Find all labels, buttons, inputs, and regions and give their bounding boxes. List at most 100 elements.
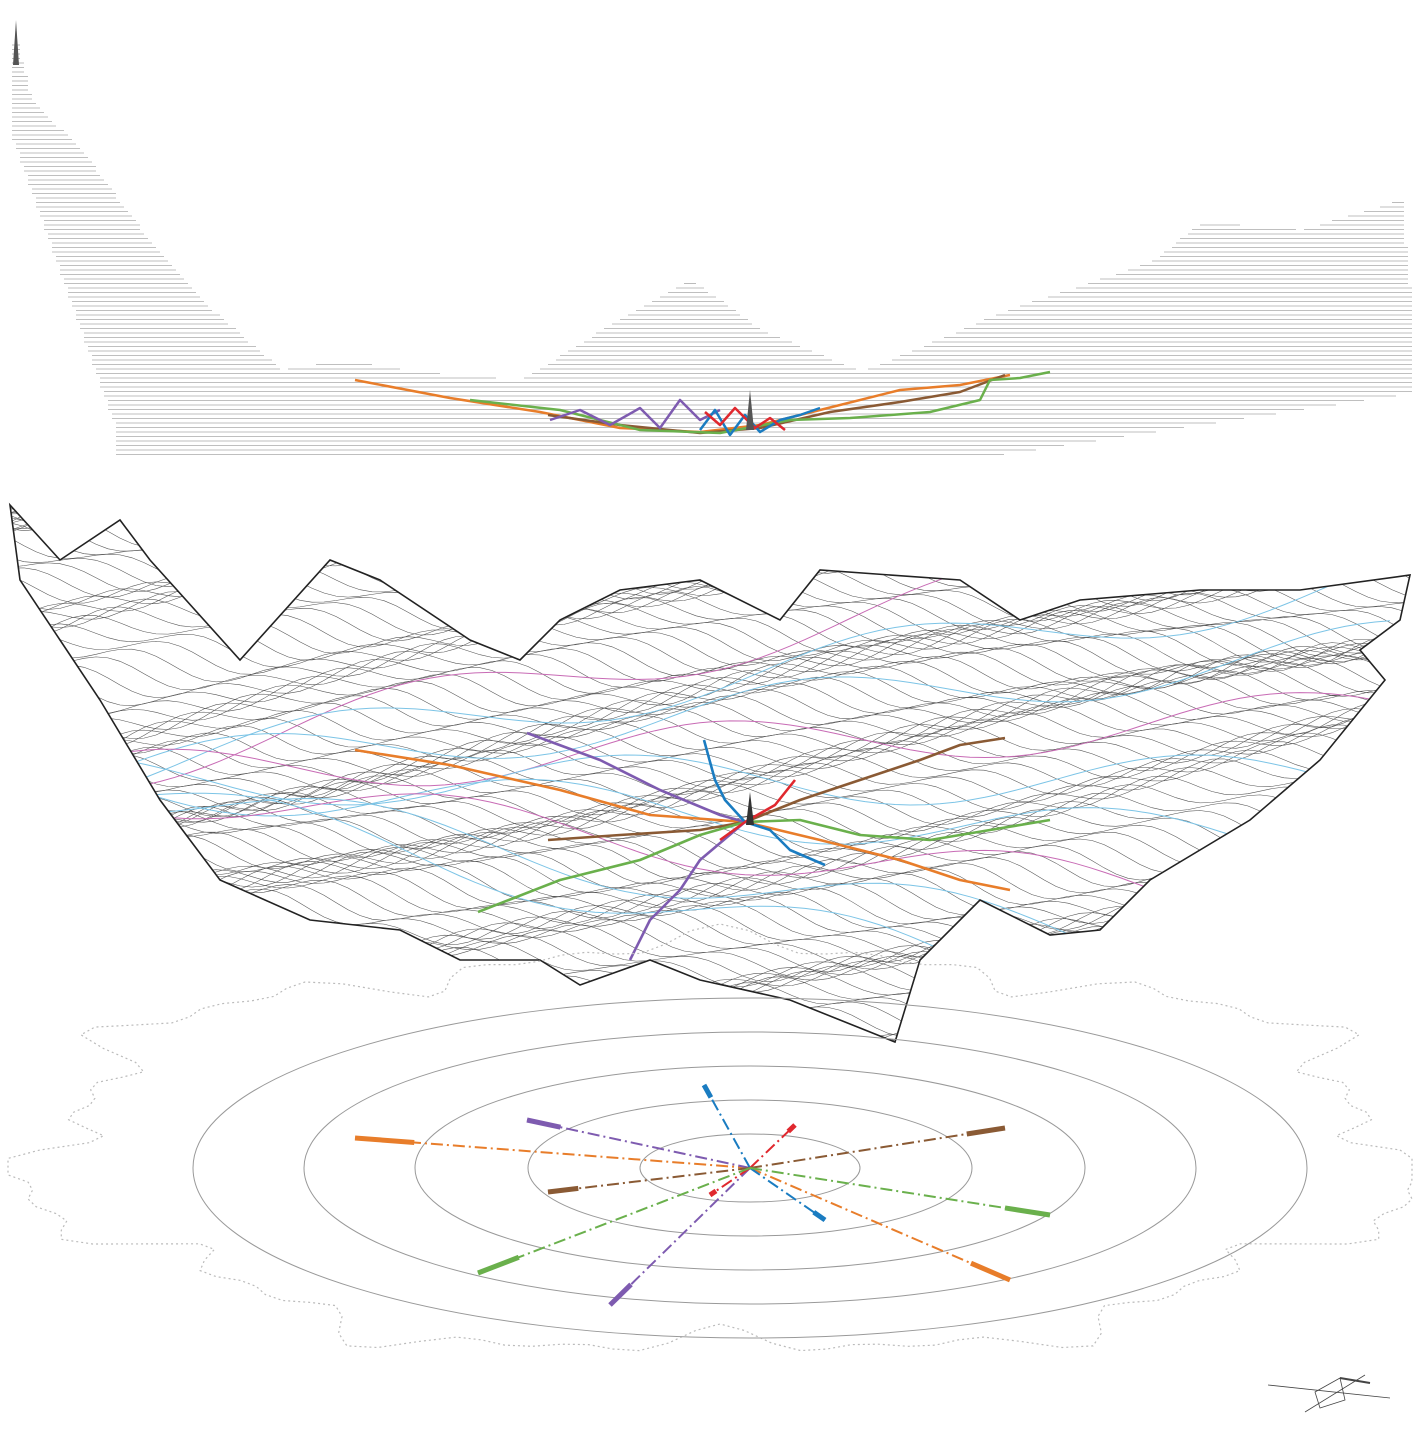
- profile-spire: [746, 390, 754, 430]
- radial-end: [812, 1210, 827, 1223]
- radial-line: [477, 1167, 751, 1274]
- contour-line: [10, 511, 1410, 596]
- contour-line: [10, 505, 1410, 544]
- contour-line: [10, 505, 1410, 583]
- stream: [39, 692, 1391, 787]
- terrain: [10, 505, 1410, 1042]
- contour-line: [10, 916, 1410, 996]
- radial-end: [970, 1260, 1011, 1283]
- contour-line: [10, 1001, 1410, 1042]
- contour-line: [10, 930, 1410, 1003]
- contour-line: [10, 1013, 1410, 1042]
- contour-line: [10, 1007, 1410, 1042]
- contour-line: [10, 938, 1410, 1007]
- radial-line: [709, 1167, 751, 1196]
- contour-line: [10, 649, 1410, 690]
- radial-end: [526, 1117, 561, 1130]
- contour-line: [10, 598, 1410, 666]
- contour-line: [10, 1007, 1410, 1042]
- contour-line: [10, 549, 1410, 622]
- contour-line: [10, 591, 1410, 663]
- radial-line: [749, 1127, 1006, 1169]
- contour-line: [10, 946, 1410, 1011]
- contour-line: [10, 708, 1410, 797]
- contour-line: [10, 749, 1410, 829]
- contour-line: [10, 680, 1410, 758]
- radial-line: [749, 1167, 1051, 1216]
- contour-line: [10, 1009, 1410, 1042]
- contour-line: [10, 651, 1410, 698]
- contour-line: [10, 991, 1410, 1042]
- contour-line: [10, 898, 1410, 984]
- radial-routes: [354, 1083, 1051, 1307]
- contour-line: [10, 986, 1410, 1038]
- terrain-routes: [354, 731, 1051, 961]
- distance-rings: [192, 997, 1308, 1339]
- radial-end: [354, 1135, 415, 1145]
- contour-line: [10, 505, 1410, 515]
- stream: [39, 517, 1391, 794]
- contour-line: [10, 641, 1410, 683]
- stream: [39, 561, 1391, 807]
- contour-line: [10, 606, 1410, 669]
- contour-line: [10, 654, 1410, 706]
- radial-end: [608, 1282, 633, 1307]
- contour-line: [10, 775, 1410, 843]
- radial-line: [547, 1167, 751, 1193]
- contour-line: [10, 705, 1410, 783]
- stream: [39, 754, 1391, 806]
- contour-line: [10, 847, 1410, 922]
- contour-line: [10, 893, 1410, 980]
- radial-line: [703, 1084, 751, 1169]
- contour-line: [10, 675, 1410, 749]
- stream: [39, 760, 1391, 873]
- stream: [39, 620, 1391, 798]
- contour-line: [10, 505, 1410, 523]
- radial-line: [749, 1167, 1011, 1281]
- contour-line: [10, 559, 1410, 647]
- radial-end: [547, 1185, 579, 1195]
- contour-line: [10, 507, 1410, 590]
- contour-line: [10, 732, 1410, 817]
- radial-end: [966, 1125, 1006, 1137]
- terrain-spire: [746, 792, 754, 825]
- contour-line: [10, 701, 1410, 791]
- region-boundary: [7, 923, 1413, 1352]
- profile-spire: [13, 20, 19, 65]
- contour-line: [10, 875, 1410, 956]
- contour-line: [10, 996, 1410, 1042]
- contour-line: [10, 828, 1410, 888]
- radial-end: [708, 1188, 718, 1198]
- contour-line: [10, 632, 1410, 679]
- contour-line: [10, 767, 1410, 838]
- contour-line: [10, 716, 1410, 805]
- contour-line: [10, 1019, 1410, 1042]
- contour-line: [10, 522, 1410, 612]
- contour-line: [10, 505, 1410, 576]
- contour-line: [10, 661, 1410, 723]
- radial-line: [354, 1137, 751, 1169]
- contour-line: [10, 565, 1410, 651]
- contour-line: [10, 818, 1410, 866]
- contour-line: [10, 691, 1410, 775]
- contour-line: [10, 910, 1410, 992]
- radial-line: [609, 1167, 751, 1306]
- radial-line: [749, 1124, 796, 1169]
- contour-line: [10, 505, 1410, 561]
- radial-end: [701, 1083, 714, 1099]
- contour-line: [10, 518, 1410, 607]
- contour-line: [10, 904, 1410, 988]
- contour-line: [10, 514, 1410, 602]
- contour-line: [10, 670, 1410, 740]
- contour-line: [10, 801, 1410, 851]
- contour-line: [10, 505, 1410, 569]
- contour-line: [10, 814, 1410, 859]
- radial-end: [786, 1123, 797, 1134]
- contour-line: [10, 888, 1410, 975]
- profile-routes: [354, 370, 1051, 437]
- contour-line: [10, 665, 1410, 731]
- north-arrow: [1267, 1374, 1391, 1413]
- radial-line: [526, 1119, 751, 1169]
